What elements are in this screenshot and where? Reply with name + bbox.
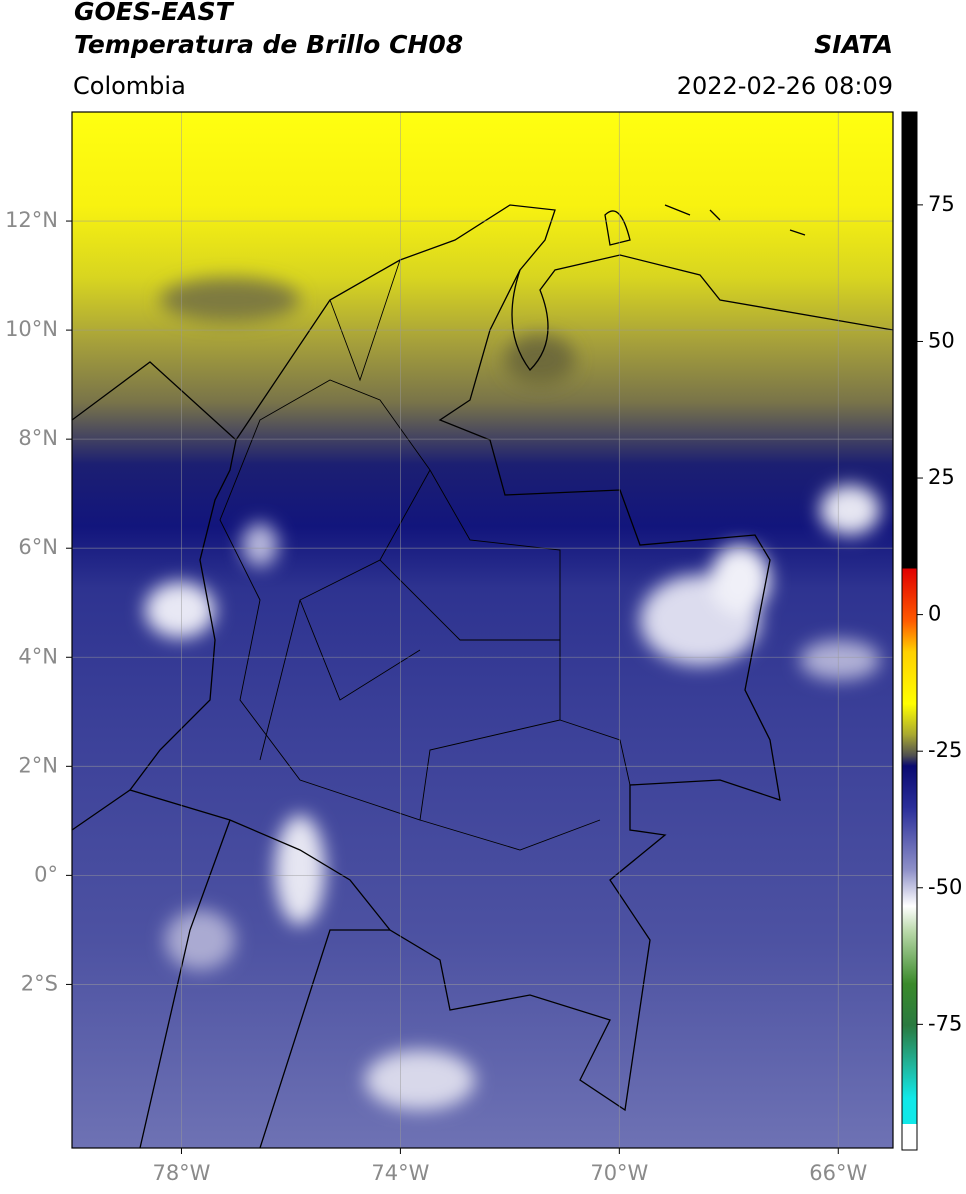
x-tick-label: 78°W (152, 1161, 210, 1185)
islands (604, 204, 806, 246)
colorbar-tick-label: 0 (928, 602, 941, 626)
colorbar-tick-label: 50 (928, 328, 955, 352)
y-tick-label: 12°N (5, 208, 58, 232)
y-tick-label: 6°N (18, 535, 58, 559)
y-tick-label: 10°N (5, 317, 58, 341)
venezuela-coast (511, 254, 893, 371)
datetime: 2022-02-26 08:09 (677, 72, 893, 100)
y-tick-label: 2°S (21, 971, 58, 995)
source: SIATA (814, 30, 893, 59)
subtitle: Temperatura de Brillo CH08 (74, 30, 463, 59)
y-tick-label: 0° (34, 862, 58, 886)
colorbar-tick-label: -75 (928, 1011, 962, 1035)
colorbar-tick-label: -25 (928, 738, 962, 762)
country-border (72, 204, 781, 1112)
x-tick-label: 66°W (809, 1161, 867, 1185)
department-borders (219, 259, 631, 851)
grid (72, 112, 893, 1148)
southern-borders (72, 789, 390, 1148)
colorbar-tick-label: -50 (928, 875, 962, 899)
clouds (145, 278, 880, 1110)
x-tick-label: 74°W (371, 1161, 429, 1185)
colorbar-tick-label: 25 (928, 465, 955, 489)
region: Colombia (73, 72, 186, 100)
imagery (72, 112, 893, 1148)
colorbar-tick-label: 75 (928, 192, 955, 216)
y-tick-label: 2°N (18, 753, 58, 777)
colorbar (901, 111, 918, 1151)
title: GOES-EAST (74, 0, 235, 26)
y-tick-label: 4°N (18, 644, 58, 668)
map-frame (71, 111, 894, 1149)
x-tick-label: 70°W (590, 1161, 648, 1185)
y-tick-label: 8°N (18, 426, 58, 450)
